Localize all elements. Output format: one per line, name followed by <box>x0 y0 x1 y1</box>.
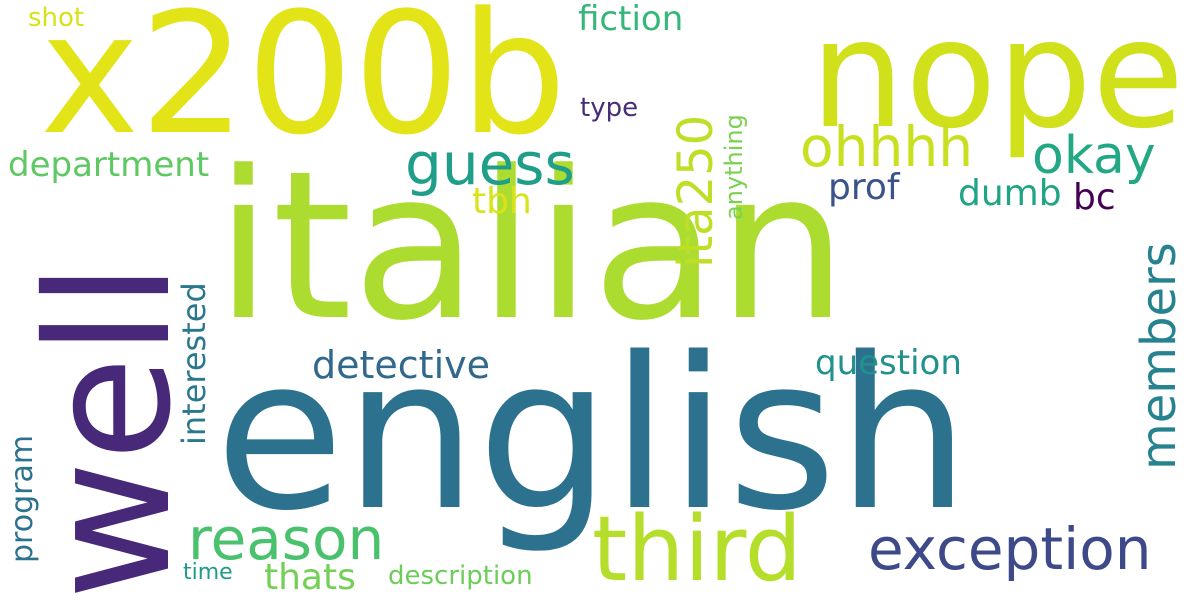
word-english: english <box>215 312 970 557</box>
word-nope: nope <box>810 0 1185 162</box>
word-dumb: dumb <box>958 173 1062 214</box>
word-exception: exception <box>868 515 1152 583</box>
word-guess: guess <box>405 130 575 198</box>
word-question: question <box>815 343 962 383</box>
word-ohhhh: ohhhh <box>800 115 974 179</box>
word-thats: thats <box>264 557 356 598</box>
word-interested: interested <box>175 282 213 445</box>
word-time: time <box>183 560 233 585</box>
word-bc: bc <box>1073 177 1116 218</box>
word-prof: prof <box>828 167 900 208</box>
word-x200b: x200b <box>40 0 567 172</box>
word-shot: shot <box>28 3 85 33</box>
word-italian: italian <box>215 128 848 366</box>
word-okay: okay <box>1032 126 1156 186</box>
word-well: well <box>11 261 209 600</box>
word-reason: reason <box>188 505 385 573</box>
word-fiction: fiction <box>578 0 684 39</box>
word-detective: detective <box>312 343 490 387</box>
word-third: third <box>592 497 802 600</box>
word-type: type <box>580 93 639 123</box>
word-program: program <box>5 434 40 563</box>
word-tbh: tbh <box>472 181 532 222</box>
word-ita250: ita250 <box>668 114 724 268</box>
word-members: members <box>1131 242 1187 470</box>
word-anything: anything <box>720 114 748 220</box>
word-department: department <box>8 145 210 185</box>
word-description: description <box>388 561 533 591</box>
